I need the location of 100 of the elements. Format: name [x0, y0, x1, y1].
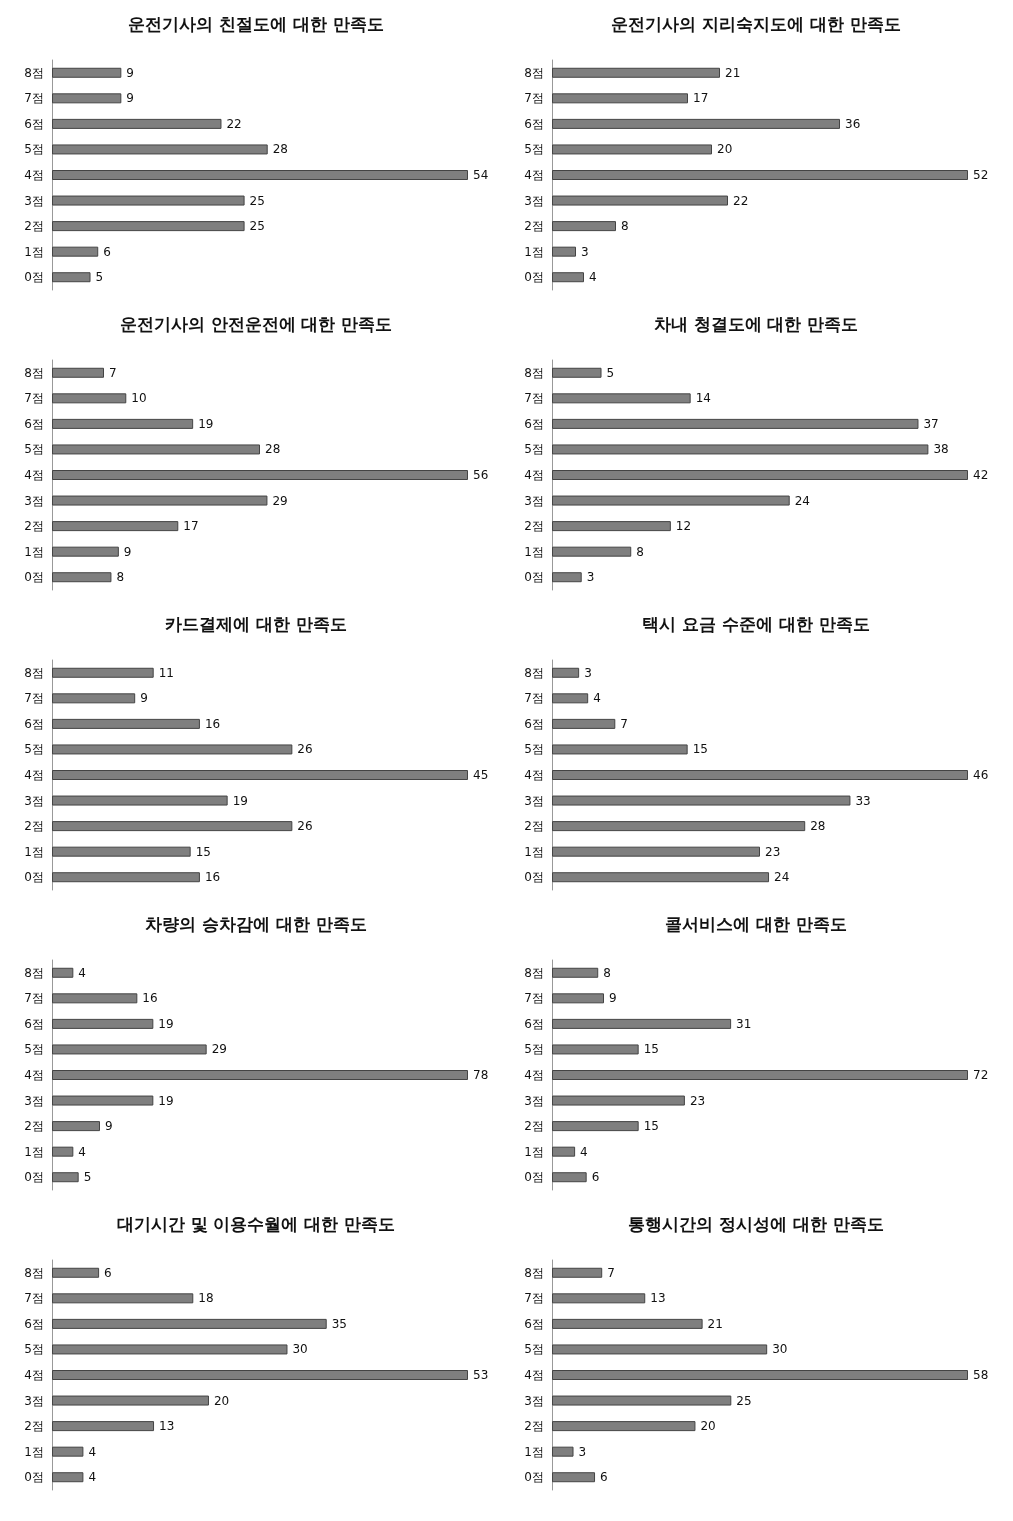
data-label: 9: [126, 91, 134, 106]
data-label: 19: [232, 793, 248, 808]
y-tick-label: 2점: [524, 1119, 544, 1134]
data-label: 9: [105, 1119, 113, 1134]
data-label: 3: [586, 570, 595, 585]
data-label: 26: [297, 742, 313, 757]
data-label: 19: [198, 416, 214, 431]
chart-title: 택시 요금 수준에 대한 만족도: [642, 613, 870, 634]
data-label: 15: [643, 1042, 659, 1057]
bar: [552, 1070, 968, 1080]
bar: [52, 546, 119, 557]
data-label: 22: [226, 116, 242, 131]
bar: [52, 1472, 84, 1483]
y-tick-label: 2점: [24, 819, 44, 834]
bar: [52, 170, 468, 180]
bar: [552, 195, 728, 206]
data-label: 5: [606, 365, 615, 380]
data-label: 20: [213, 1393, 230, 1408]
data-label: 15: [195, 844, 211, 859]
y-tick-label: 1점: [524, 844, 544, 859]
data-label: 7: [620, 716, 628, 731]
bar: [52, 744, 293, 755]
y-tick-label: 8점: [524, 965, 544, 980]
bar: [52, 67, 122, 78]
bar: [552, 418, 919, 429]
y-tick-label: 2점: [24, 219, 44, 234]
y-tick-label: 2점: [524, 1419, 544, 1434]
y-tick-label: 2점: [524, 519, 544, 534]
y-tick-label: 0점: [24, 1470, 44, 1485]
data-label: 23: [765, 844, 781, 859]
y-tick-label: 5점: [24, 1342, 44, 1357]
bar: [552, 144, 712, 155]
bar: [552, 1267, 603, 1278]
y-tick-label: 2점: [24, 519, 44, 534]
y-tick-label: 4점: [524, 1068, 544, 1082]
y-tick-label: 8점: [24, 965, 44, 980]
y-tick-label: 7점: [24, 691, 44, 706]
data-label: 33: [855, 793, 871, 808]
data-label: 56: [473, 468, 489, 482]
data-label: 8: [603, 965, 611, 980]
bar: [552, 967, 599, 978]
data-label: 4: [589, 270, 597, 285]
data-label: 17: [693, 91, 709, 106]
data-label: 54: [473, 168, 489, 182]
bar: [52, 1070, 468, 1080]
bar: [552, 821, 806, 832]
y-tick-label: 0점: [524, 1470, 544, 1485]
bar: [52, 718, 200, 729]
bar: [52, 521, 179, 532]
data-label: 3: [581, 244, 589, 259]
bar: [552, 1395, 732, 1406]
data-label: 25: [736, 1393, 752, 1408]
bar: [552, 221, 616, 232]
y-tick-label: 1점: [24, 844, 44, 859]
y-tick-label: 2점: [24, 1119, 44, 1134]
y-tick-label: 7점: [524, 91, 544, 106]
data-label: 6: [103, 244, 111, 259]
y-tick-label: 1점: [524, 1144, 544, 1159]
bar: [552, 521, 671, 532]
data-label: 9: [123, 544, 132, 559]
data-label: 3: [584, 665, 592, 680]
y-tick-label: 3점: [524, 193, 544, 208]
data-label: 21: [725, 65, 741, 80]
chart-title: 차량의 승차감에 대한 만족도: [145, 913, 367, 934]
bar: [552, 170, 968, 180]
y-tick-label: 6점: [524, 1016, 544, 1031]
data-label: 58: [973, 1368, 989, 1382]
y-tick-label: 1점: [24, 1144, 44, 1159]
data-label: 26: [297, 819, 313, 834]
data-label: 25: [249, 193, 265, 208]
bar: [552, 1095, 685, 1106]
y-tick-label: 6점: [524, 716, 544, 731]
chart-title: 콜서비스에 대한 만족도: [665, 913, 847, 934]
data-label: 9: [140, 691, 148, 706]
y-tick-label: 5점: [24, 742, 44, 757]
y-tick-label: 3점: [24, 493, 44, 508]
y-tick-label: 5점: [24, 442, 44, 457]
data-label: 8: [116, 570, 125, 585]
y-tick-label: 6점: [524, 416, 544, 431]
data-label: 16: [204, 870, 221, 885]
data-label: 28: [272, 142, 288, 157]
y-tick-label: 3점: [524, 793, 544, 808]
y-tick-label: 4점: [524, 168, 544, 182]
y-tick-label: 6점: [24, 1316, 44, 1331]
data-label: 28: [810, 819, 826, 834]
bar: [552, 444, 929, 455]
y-tick-label: 3점: [24, 1393, 44, 1408]
bar: [552, 1318, 703, 1329]
y-tick-label: 3점: [24, 1093, 44, 1108]
y-tick-label: 7점: [524, 1291, 544, 1306]
y-tick-label: 8점: [24, 365, 44, 380]
data-label: 8: [621, 219, 629, 234]
y-tick-label: 0점: [24, 570, 44, 585]
y-tick-label: 3점: [524, 1393, 544, 1408]
bar: [552, 846, 760, 857]
y-tick-label: 3점: [24, 793, 44, 808]
bar: [52, 693, 136, 704]
data-label: 3: [578, 1444, 587, 1459]
y-tick-label: 5점: [24, 142, 44, 157]
y-tick-label: 7점: [524, 991, 544, 1006]
